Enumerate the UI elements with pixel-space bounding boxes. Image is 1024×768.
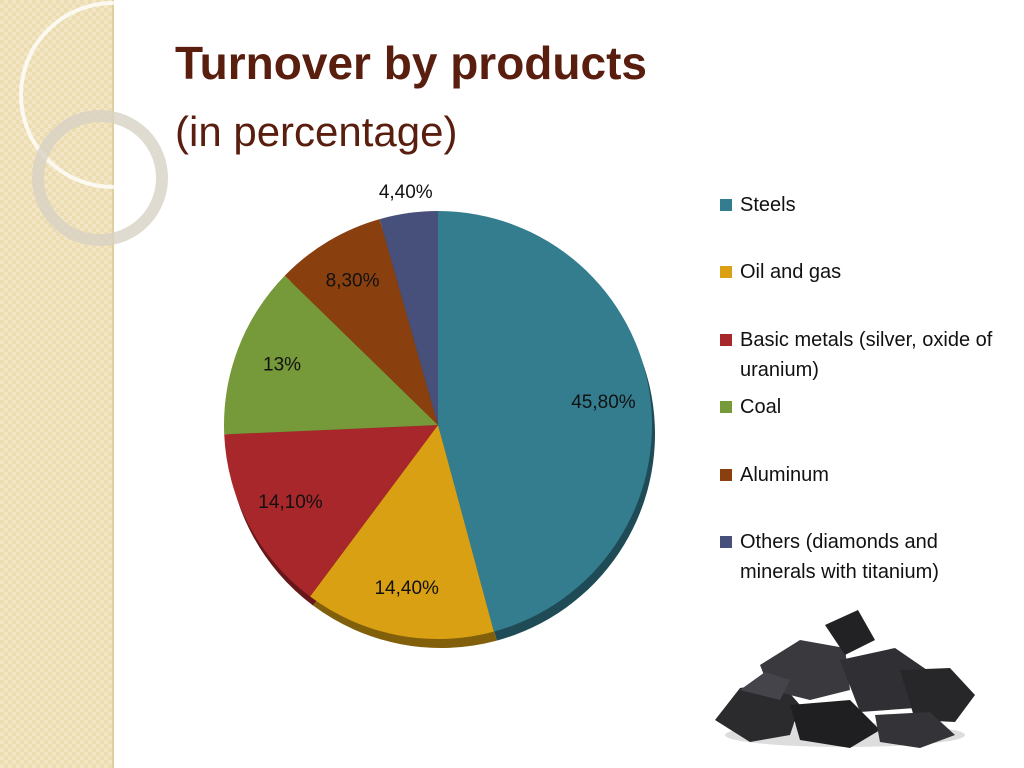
legend-item: Basic metals (silver, oxide of uranium) bbox=[720, 325, 1000, 385]
legend-label: Steels bbox=[740, 194, 796, 216]
data-label: 14,10% bbox=[258, 492, 323, 513]
slice bbox=[310, 425, 494, 639]
data-label: 14,40% bbox=[374, 578, 439, 599]
legend-swatch bbox=[720, 468, 732, 481]
legend-swatch bbox=[720, 199, 732, 211]
legend-label: Basic metals (silver, oxide of uranium) bbox=[740, 328, 993, 381]
decoration bbox=[0, 0, 207, 768]
coal-image bbox=[715, 610, 975, 748]
data-label: 13% bbox=[263, 355, 301, 376]
chart-title: Turnover by products bbox=[175, 37, 647, 89]
data-label: 4,40% bbox=[379, 182, 433, 203]
legend-item: Steels bbox=[720, 190, 1000, 220]
chart-subtitle: (in percentage) bbox=[175, 108, 458, 155]
legend-swatch bbox=[720, 401, 732, 414]
data-label: 8,30% bbox=[326, 271, 380, 292]
legend-label: Aluminum bbox=[740, 463, 829, 486]
slice bbox=[224, 425, 438, 597]
data-label: 45,80% bbox=[571, 392, 636, 413]
slice bbox=[284, 219, 438, 425]
legend-label: Others (diamonds and minerals with titan… bbox=[740, 531, 939, 583]
legend-item: Oil and gas bbox=[720, 257, 1000, 287]
legend-swatch bbox=[720, 266, 732, 279]
legend-label: Coal bbox=[740, 396, 782, 419]
legend-item: Others (diamonds and minerals with titan… bbox=[720, 527, 1000, 587]
legend-item: Aluminum bbox=[720, 460, 1000, 490]
slice bbox=[379, 211, 438, 425]
legend-swatch bbox=[720, 536, 732, 548]
legend-label: Oil and gas bbox=[740, 261, 842, 284]
legend-swatch bbox=[720, 333, 732, 346]
legend-item: Coal bbox=[720, 392, 1000, 422]
slice bbox=[224, 275, 438, 435]
slice bbox=[438, 211, 652, 632]
pie: 45,80% 14,40% 14,10% 13% 8,30% 4,40% bbox=[224, 182, 655, 648]
